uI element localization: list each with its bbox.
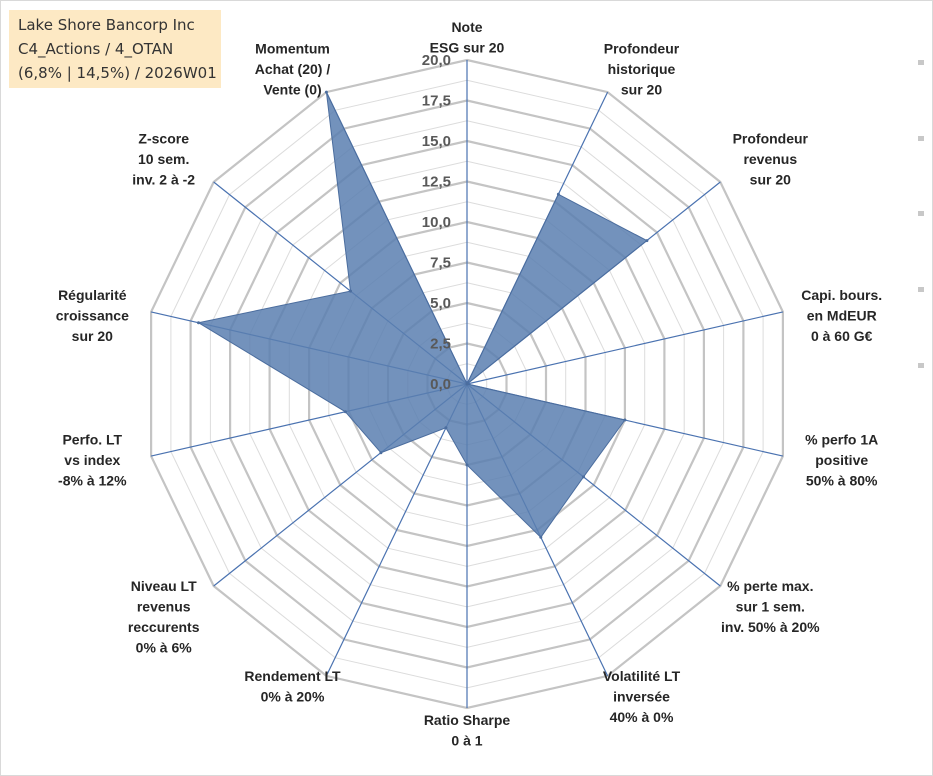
axis-spoke	[325, 383, 468, 677]
scroll-tick	[918, 287, 924, 292]
axis-label-line: Capi. bours.	[801, 287, 882, 303]
scroll-tick	[918, 60, 924, 65]
axis-label: Volatilité LT inversée 40% à 0%	[603, 668, 681, 725]
data-point	[539, 535, 543, 539]
axis-label: Momentum Achat (20) / Vente (0)	[255, 41, 331, 98]
axis-label-line: 10 sem.	[138, 151, 189, 167]
data-point	[623, 418, 627, 422]
axis-label-line: Ratio Sharpe	[424, 712, 511, 728]
tick-label: 2,5	[430, 336, 451, 353]
tick-label: 0,0	[430, 376, 451, 393]
axis-label-line: reccurents	[128, 619, 200, 635]
axis-label-line: 0% à 6%	[136, 640, 193, 656]
axis-label-line: 50% à 80%	[806, 472, 878, 488]
axis-label-line: croissance	[56, 308, 129, 324]
axis-label-line: Achat (20) /	[255, 61, 331, 77]
tick-label: 17,5	[422, 93, 451, 110]
axis-label-line: -8% à 12%	[58, 472, 127, 488]
axis-label-line: revenus	[137, 599, 191, 615]
axis-label: Rendement LT 0% à 20%	[244, 668, 341, 705]
tick-label: 10,0	[422, 214, 451, 231]
axis-label-line: % perte max.	[727, 578, 813, 594]
range-week-line: (6,8% | 14,5%) / 2026W01	[18, 64, 217, 82]
axis-label: Z-score 10 sem. inv. 2 à -2	[132, 131, 195, 188]
data-point	[349, 289, 352, 293]
info-box: Lake Shore Bancorp Inc C4_Actions / 4_OT…	[9, 10, 221, 88]
data-point	[582, 475, 585, 479]
axis-label-line: 0% à 20%	[261, 688, 325, 704]
data-point	[556, 192, 560, 196]
axis-label: Régularité croissance sur 20	[56, 287, 129, 344]
axis-label-line: Volatilité LT	[603, 668, 681, 684]
axis-spoke	[466, 311, 784, 385]
axis-label-line: 0 à 1	[451, 733, 482, 749]
axis-label-line: en MdEUR	[807, 308, 877, 324]
axis-label-line: revenus	[743, 151, 797, 167]
data-point	[343, 410, 347, 414]
axis-label: Perfo. LT vs index -8% à 12%	[58, 431, 127, 488]
series-area	[197, 91, 648, 539]
axis-label-line: Profondeur	[604, 41, 680, 57]
scroll-tick	[918, 211, 924, 216]
axis-label-line: Perfo. LT	[62, 431, 122, 447]
data-point	[444, 426, 448, 430]
axis-label-line: Z-score	[138, 131, 189, 147]
data-point	[197, 321, 200, 325]
axis-label: Ratio Sharpe 0 à 1	[424, 712, 511, 749]
axis-label-line: Momentum	[255, 41, 330, 57]
axis-label: Capi. bours. en MdEUR 0 à 60 G€	[801, 287, 882, 344]
axis-label-line: historique	[608, 61, 676, 77]
axis-label-line: Note	[451, 19, 482, 35]
axis-label-line: % perfo 1A	[805, 431, 878, 447]
axis-label-line: vs index	[64, 452, 120, 468]
axis-label-line: sur 1 sem.	[736, 599, 805, 615]
axis-label-line: Vente (0)	[263, 82, 321, 98]
axis-label: Profondeur revenus sur 20	[733, 131, 809, 188]
axis-label-line: 40% à 0%	[610, 709, 674, 725]
axis-label-line: positive	[815, 452, 868, 468]
tick-label: 15,0	[422, 133, 451, 150]
scroll-tick	[918, 136, 924, 141]
axis-label-line: sur 20	[750, 172, 791, 188]
axis-label: Niveau LT revenus reccurents 0% à 6%	[128, 578, 200, 656]
scroll-tick	[918, 363, 924, 368]
data-point	[379, 451, 383, 455]
axis-label-line: Rendement LT	[244, 668, 341, 684]
axis-label: Note ESG sur 20	[430, 19, 505, 56]
tick-label: 5,0	[430, 295, 451, 312]
data-point	[465, 463, 469, 467]
scrollbar-track[interactable]	[918, 60, 924, 380]
tick-label: 12,5	[422, 174, 451, 191]
data-point	[645, 239, 649, 243]
axis-label: Profondeur historique sur 20	[604, 41, 680, 98]
axis-label: % perfo 1A positive 50% à 80%	[805, 431, 878, 488]
axis-label-line: sur 20	[621, 82, 662, 98]
tick-labels: 0,0 2,5 5,0 7,5 10,0 12,5 15,0 17,5 20,0	[422, 52, 451, 393]
tick-label: 20,0	[422, 52, 451, 69]
tick-label: 7,5	[430, 255, 451, 272]
axis-label-line: inversée	[613, 688, 670, 704]
company-name: Lake Shore Bancorp Inc	[18, 16, 195, 34]
axis-label-line: sur 20	[72, 328, 113, 344]
axis-label-line: Profondeur	[733, 131, 809, 147]
axis-label-line: inv. 50% à 20%	[721, 619, 820, 635]
axis-label-line: Régularité	[58, 287, 127, 303]
axis-label-line: 0 à 60 G€	[811, 328, 873, 344]
category-line: C4_Actions / 4_OTAN	[18, 40, 174, 58]
axis-label-line: Niveau LT	[131, 578, 197, 594]
axis-label: % perte max. sur 1 sem. inv. 50% à 20%	[721, 578, 820, 635]
axis-label-line: ESG sur 20	[430, 40, 505, 56]
data-series	[197, 90, 649, 539]
axis-labels: Note ESG sur 20 Profondeur historique sur 20…	[56, 19, 882, 749]
data-point	[324, 90, 328, 94]
data-point	[465, 382, 469, 386]
axis-label-line: inv. 2 à -2	[132, 172, 195, 188]
